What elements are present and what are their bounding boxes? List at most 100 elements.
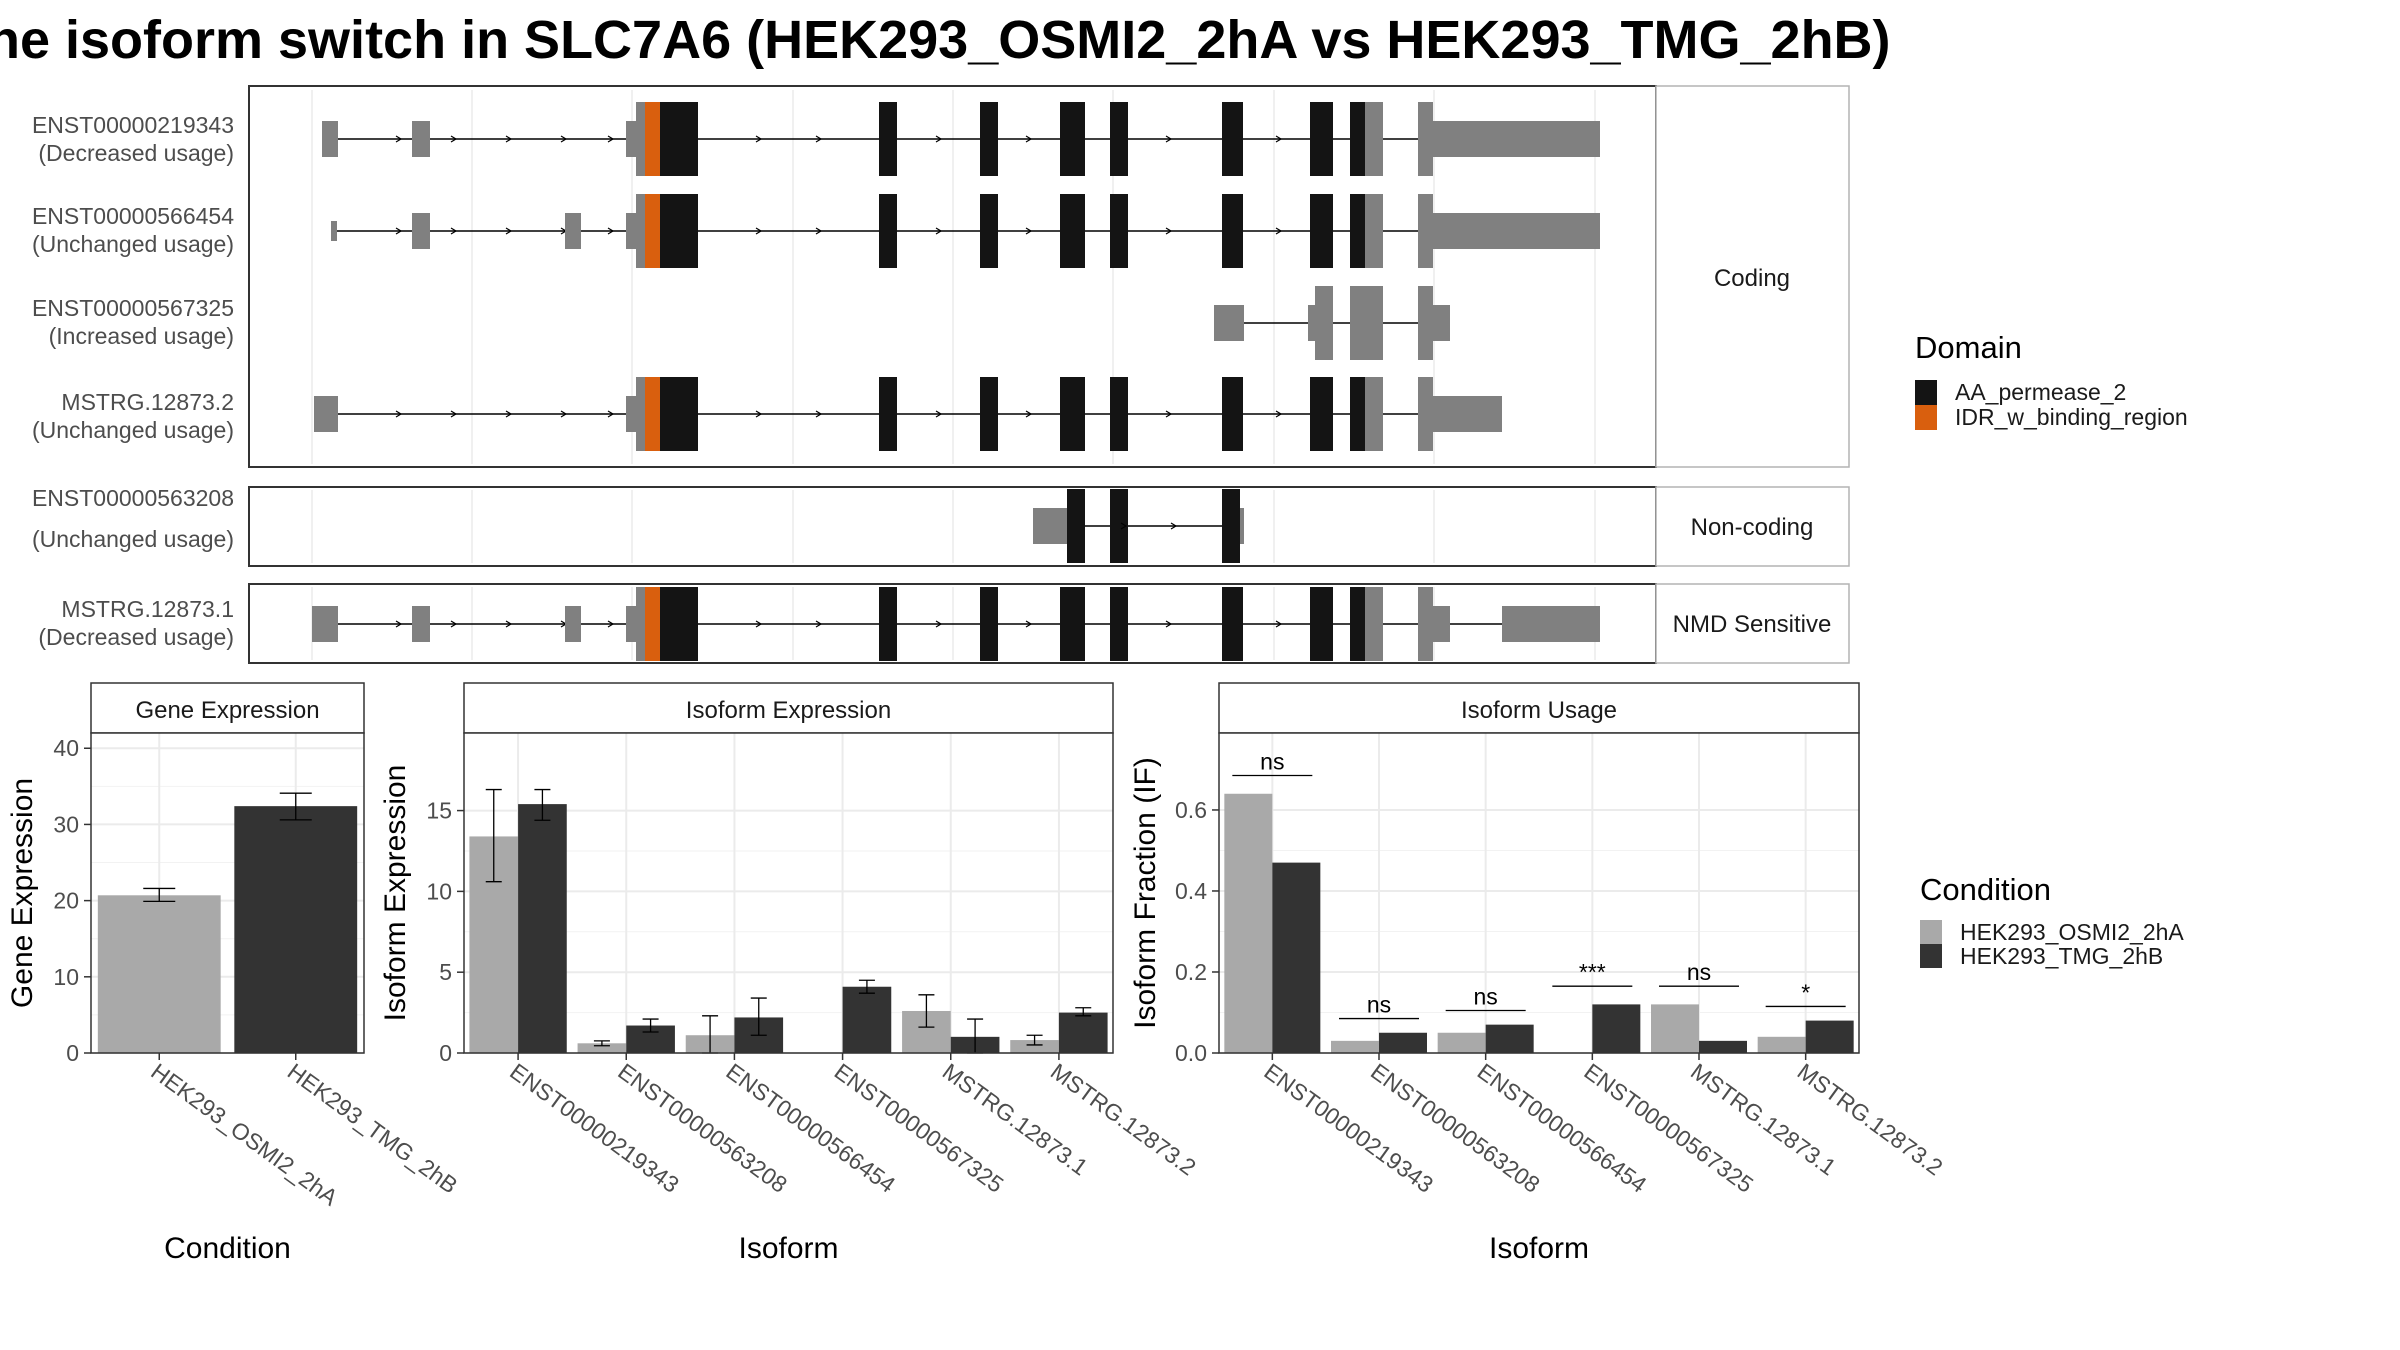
intron-direction-arrow — [1275, 227, 1283, 235]
coding-strip — [1655, 85, 1850, 468]
transcript-row — [322, 102, 1600, 176]
coding-exon — [645, 194, 660, 268]
facet-strip — [1218, 682, 1860, 734]
coding-exon — [1110, 102, 1128, 176]
coding-exon — [980, 377, 998, 451]
transcript-id-label: ENST00000563208 — [32, 485, 234, 511]
utr-exon — [412, 121, 430, 157]
coding-exon — [1060, 102, 1085, 176]
utr-exon — [314, 396, 338, 432]
intron-direction-arrow — [815, 410, 823, 418]
utr-exon — [1033, 508, 1067, 544]
utr-exon — [1433, 606, 1450, 642]
coding-exon — [1222, 377, 1243, 451]
intron-direction-arrow — [1025, 227, 1033, 235]
coding-exon — [645, 587, 660, 661]
utr-exon — [1433, 213, 1600, 249]
bar — [1592, 1004, 1641, 1053]
intron-direction-arrow — [450, 135, 458, 143]
panel-border — [1218, 732, 1860, 1054]
bar — [1757, 1036, 1806, 1053]
coding-exon — [879, 587, 897, 661]
coding-exon — [1350, 286, 1383, 360]
coding-exon — [1222, 489, 1240, 563]
bar — [97, 895, 221, 1053]
coding-exon — [980, 194, 998, 268]
utr-exon — [1308, 305, 1315, 341]
coding-exon — [1310, 587, 1333, 661]
intron-direction-arrow — [815, 620, 823, 628]
transcript-usage-label: (Decreased usage) — [38, 140, 234, 166]
coding-exon — [1418, 194, 1433, 268]
y-axis-title: Isoform Fraction (IF) — [1129, 757, 1162, 1029]
y-tick-label: 0.4 — [1175, 878, 1207, 904]
bar — [842, 986, 892, 1053]
coding-exon — [1222, 194, 1243, 268]
legend-label-aa-permease: AA_permease_2 — [1955, 379, 2126, 405]
bar — [234, 806, 358, 1053]
coding-exon — [1310, 102, 1333, 176]
coding-exon — [1418, 102, 1433, 176]
coding-exon — [980, 587, 998, 661]
bar — [518, 804, 567, 1053]
intron-direction-arrow — [560, 135, 568, 143]
y-tick-label: 15 — [426, 798, 452, 824]
coding-exon — [1110, 377, 1128, 451]
coding-exon — [1310, 377, 1333, 451]
utr-exon — [1214, 305, 1244, 341]
coding-exon — [879, 377, 897, 451]
intron-direction-arrow — [505, 620, 513, 628]
coding-exon — [1315, 286, 1333, 360]
intron-direction-arrow — [755, 410, 763, 418]
coding-exon — [660, 587, 698, 661]
bar — [1331, 1040, 1379, 1053]
y-tick-label: 20 — [53, 888, 79, 914]
intron-direction-arrow — [560, 410, 568, 418]
intron-direction-arrow — [935, 135, 943, 143]
plot-area — [1219, 733, 1859, 1053]
coding-exon — [1222, 587, 1243, 661]
facet-strip — [90, 682, 365, 734]
intron-direction-arrow — [935, 620, 943, 628]
bar — [577, 1043, 627, 1053]
transcript-usage-label: (Unchanged usage) — [32, 231, 234, 257]
intron-direction-arrow — [1165, 135, 1173, 143]
transcript-models — [312, 102, 1600, 661]
panel-border — [463, 732, 1114, 1054]
domain-legend: Domain AA_permease_2 IDR_w_binding_regio… — [1915, 330, 2188, 430]
coding-exon — [879, 102, 897, 176]
intron-direction-arrow — [607, 620, 615, 628]
intron-direction-arrow — [755, 135, 763, 143]
intron-direction-arrow — [1170, 522, 1178, 530]
coding-exon — [660, 194, 698, 268]
significance-label: ns — [1474, 983, 1498, 1009]
bar — [1010, 1040, 1059, 1053]
coding-exon — [879, 194, 897, 268]
intron-direction-arrow — [607, 227, 615, 235]
intron-direction-arrow — [755, 227, 763, 235]
y-axis-title: Gene Expression — [6, 778, 39, 1008]
intron-direction-arrow — [1025, 410, 1033, 418]
coding-exon — [980, 102, 998, 176]
significance-label: ns — [1687, 959, 1711, 985]
utr-exon — [565, 606, 581, 642]
strip-label-noncoding: Non-coding — [1691, 514, 1814, 541]
intron-direction-arrow — [1165, 410, 1173, 418]
coding-exon — [1350, 377, 1365, 451]
condition-legend: Condition HEK293_OSMI2_2hA HEK293_TMG_2h… — [1920, 872, 2184, 969]
transcript-id-label: ENST00000567325 — [32, 295, 234, 321]
x-axis-title: Condition — [164, 1232, 291, 1265]
transcript-id-label: ENST00000566454 — [32, 203, 234, 229]
legend-label-osmi2: HEK293_OSMI2_2hA — [1960, 919, 2184, 945]
coding-exon — [1350, 587, 1365, 661]
panel-border — [90, 732, 365, 1054]
transcript-usage-label: (Decreased usage) — [38, 624, 234, 650]
bar — [1805, 1020, 1854, 1053]
x-axis-title: Isoform — [738, 1232, 838, 1265]
intron-direction-arrow — [755, 620, 763, 628]
intron-direction-arrow — [505, 227, 513, 235]
nmd-strip — [1655, 583, 1850, 664]
bar — [1058, 1012, 1108, 1053]
y-tick-label: 5 — [439, 959, 452, 985]
